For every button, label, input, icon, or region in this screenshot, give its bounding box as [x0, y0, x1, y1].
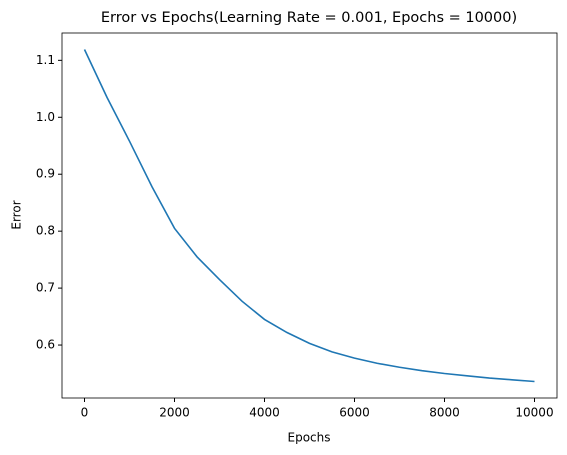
x-tick-label: 4000: [249, 406, 280, 420]
axes-frame: [61, 32, 558, 399]
y-tick-label: 0.7: [36, 281, 55, 295]
y-tick-label: 1.0: [36, 110, 55, 124]
y-tick-label: 1.1: [36, 53, 55, 67]
y-tick-label: 0.6: [36, 338, 55, 352]
x-axis-label: Epochs: [288, 431, 331, 445]
line-series: [83, 49, 535, 383]
chart-title: Error vs Epochs(Learning Rate = 0.001, E…: [101, 10, 517, 26]
x-tick-label: 2000: [159, 406, 190, 420]
y-tick-label: 0.8: [36, 224, 55, 238]
y-axis-label: Error: [10, 200, 24, 229]
x-tick-label: 6000: [339, 406, 370, 420]
x-tick-label: 0: [81, 406, 89, 420]
y-tick-label: 0.9: [36, 167, 55, 181]
x-tick-label: 10000: [515, 406, 553, 420]
x-tick-label: 8000: [429, 406, 460, 420]
